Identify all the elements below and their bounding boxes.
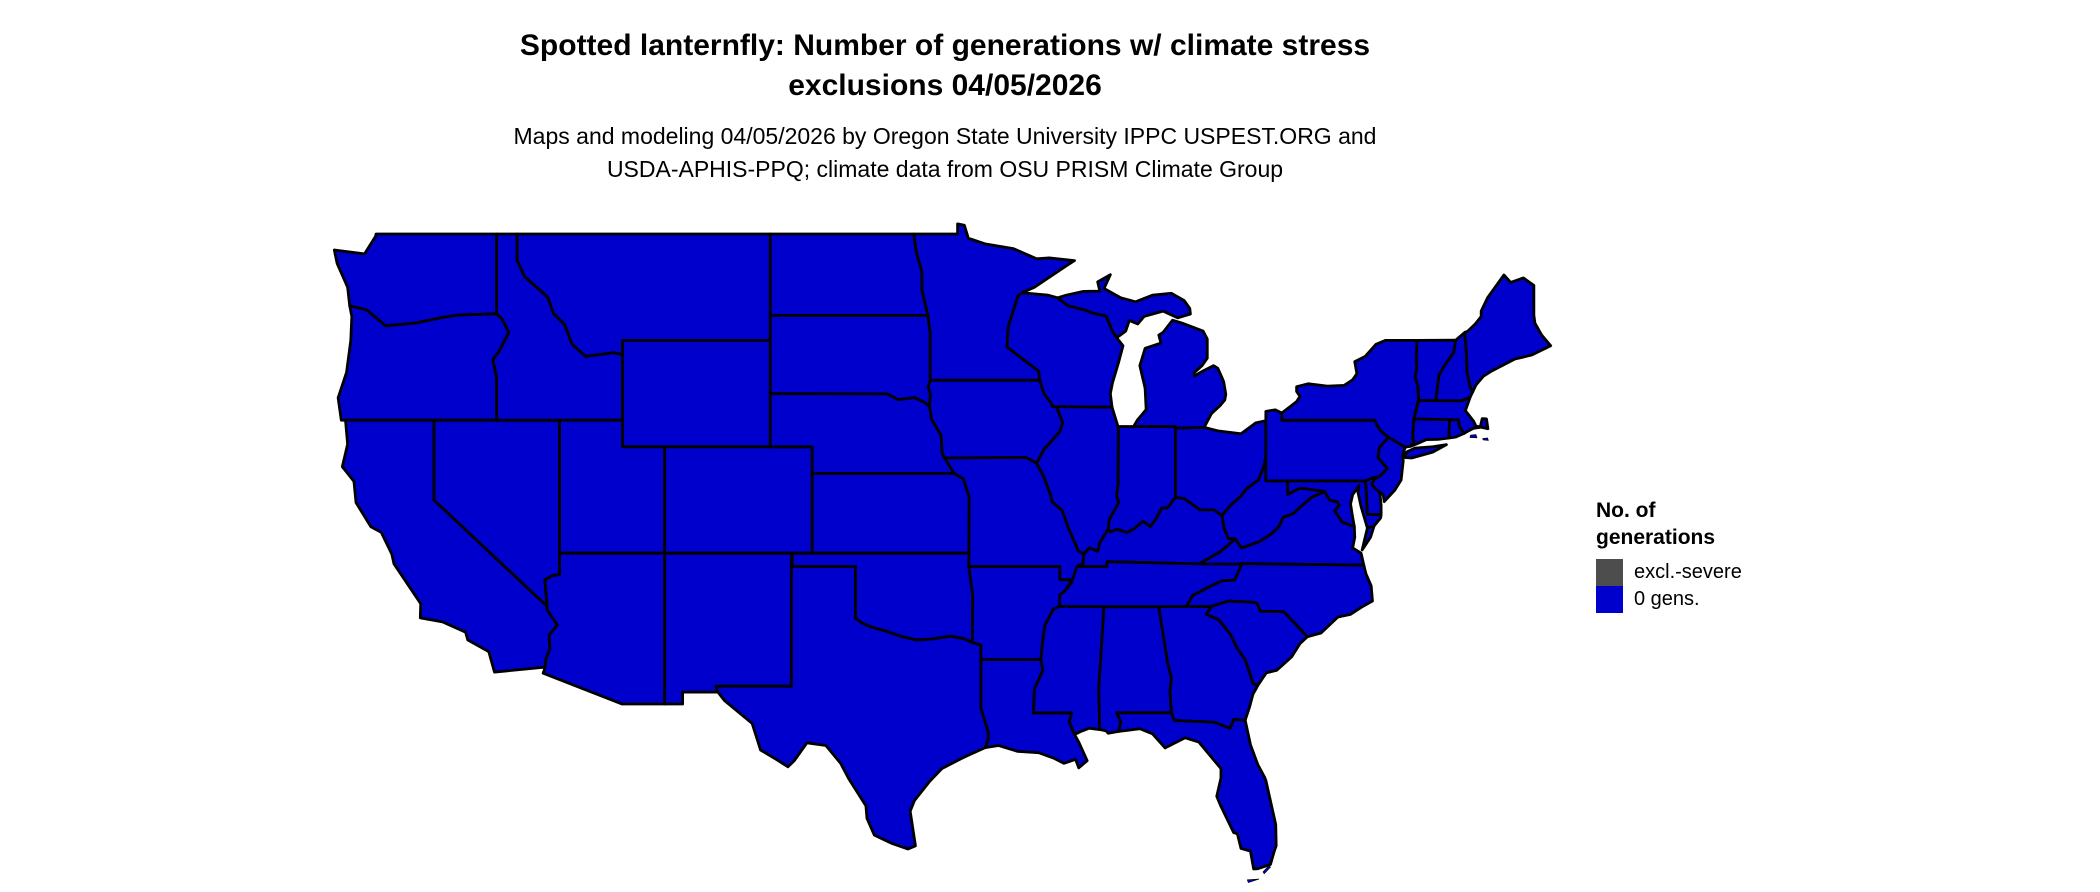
legend-title: No. of generations <box>1596 497 1742 551</box>
plot-subtitle: Maps and modeling 04/05/2026 by Oregon S… <box>0 120 1890 186</box>
legend-swatch-excl-severe-icon <box>1596 559 1623 586</box>
state-north-dakota <box>770 234 928 315</box>
plot-header: Spotted lanternfly: Number of generation… <box>0 26 1890 186</box>
state-wyoming <box>623 340 771 446</box>
legend: No. of generations excl.-severe 0 gens. <box>1596 497 1742 613</box>
legend-item-excl-severe: excl.-severe <box>1596 559 1742 586</box>
states-group <box>334 224 1550 883</box>
state-south-carolina <box>1206 601 1307 685</box>
legend-swatch-0-gens-icon <box>1596 586 1623 613</box>
state-new-jersey <box>1372 437 1406 501</box>
state-kansas <box>812 473 969 553</box>
plot-subtitle-line1: Maps and modeling 04/05/2026 by Oregon S… <box>513 123 1377 149</box>
state-massachusetts <box>1414 397 1488 433</box>
state-new-york <box>1404 445 1446 458</box>
state-marthas-vineyard-island <box>1470 435 1477 438</box>
state-nantucket-island <box>1483 438 1489 440</box>
plot-title-line2: exclusions 04/05/2026 <box>788 69 1102 102</box>
legend-label-excl-severe: excl.-severe <box>1634 561 1742 583</box>
state-new-mexico <box>665 553 792 704</box>
state-florida <box>1117 713 1276 869</box>
legend-title-line1: No. of <box>1596 499 1656 522</box>
state-connecticut <box>1411 419 1450 446</box>
state-texas <box>716 567 988 849</box>
state-florida-keys <box>1247 879 1259 882</box>
state-colorado <box>665 447 812 553</box>
state-michigan <box>1134 320 1226 428</box>
plot-title-line1: Spotted lanternfly: Number of generation… <box>519 29 1371 62</box>
plot-subtitle-line2: USDA-APHIS-PPQ; climate data from OSU PR… <box>606 156 1284 182</box>
state-arizona <box>543 553 665 704</box>
state-virginia <box>1362 526 1374 550</box>
state-maine <box>1465 275 1551 392</box>
legend-label-0-gens: 0 gens. <box>1634 588 1700 610</box>
state-florida-keys <box>1263 866 1270 874</box>
state-oregon <box>338 306 509 420</box>
legend-title-line2: generations <box>1596 526 1716 549</box>
state-michigan <box>1058 275 1191 338</box>
legend-item-0-gens: 0 gens. <box>1596 586 1742 613</box>
plot-title: Spotted lanternfly: Number of generation… <box>0 26 1890 106</box>
